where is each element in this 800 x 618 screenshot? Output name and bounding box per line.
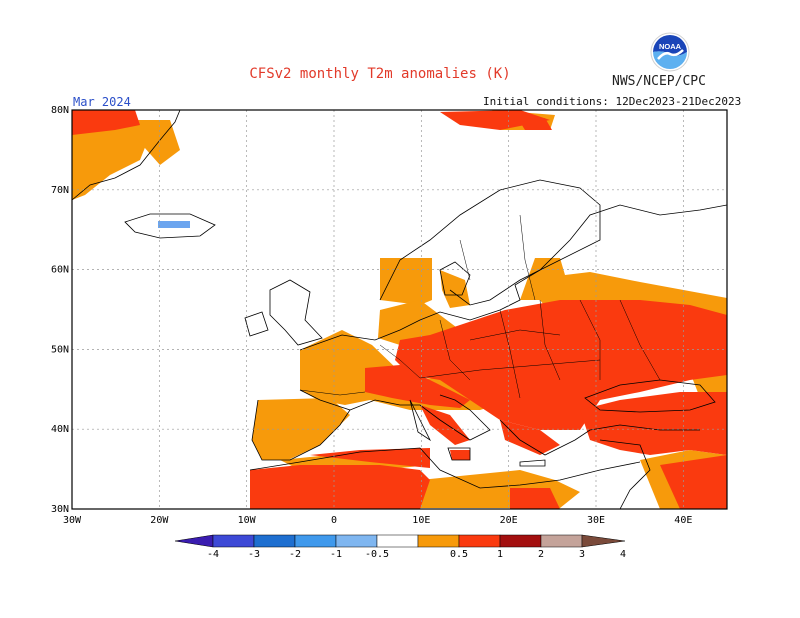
colorbar-label: -4 xyxy=(207,549,219,560)
lat-label: 30N xyxy=(51,504,69,515)
colorbar-box xyxy=(335,534,378,548)
colorbar-box xyxy=(376,534,419,548)
colorbar-box xyxy=(212,534,255,548)
colorbar-high-arrow xyxy=(581,534,626,548)
colorbar-label: 4 xyxy=(620,549,626,560)
valid-month: Mar 2024 xyxy=(73,95,131,109)
lon-label: 30W xyxy=(63,515,82,526)
lon-label: 10E xyxy=(412,515,430,526)
colorbar-label: 3 xyxy=(579,549,585,560)
colorbar-box xyxy=(458,534,501,548)
lon-label: 20W xyxy=(150,515,169,526)
lon-label: 10W xyxy=(238,515,257,526)
colorbar-box xyxy=(294,534,337,548)
lat-label: 80N xyxy=(51,105,69,116)
colorbar-box xyxy=(417,534,460,548)
lat-label: 60N xyxy=(51,265,69,276)
graticule xyxy=(72,110,727,509)
agency-label: NWS/NCEP/CPC xyxy=(612,74,706,89)
colorbar-label: -2 xyxy=(289,549,301,560)
colorbar-box xyxy=(253,534,296,548)
noaa-logo: NOAA xyxy=(650,32,690,72)
coastlines xyxy=(72,110,727,509)
lat-label: 40N xyxy=(51,424,69,435)
lat-label: 50N xyxy=(51,344,69,355)
lon-label: 40E xyxy=(674,515,692,526)
noaa-logo-text: NOAA xyxy=(659,42,682,51)
colorbar-label: -1 xyxy=(330,549,342,560)
colorbar-low-arrow xyxy=(174,534,214,548)
initial-conditions: Initial conditions: 12Dec2023-21Dec2023 xyxy=(483,95,742,108)
map-title: CFSv2 monthly T2m anomalies (K) xyxy=(249,66,511,82)
map-frame xyxy=(71,109,728,510)
colorbar-label: -0.5 xyxy=(365,549,389,560)
colorbar-label: 0.5 xyxy=(450,549,468,560)
anomaly-fields xyxy=(72,110,727,509)
lon-label: 30E xyxy=(587,515,605,526)
anomaly-neg xyxy=(158,221,190,228)
colorbar-label: 2 xyxy=(538,549,544,560)
colorbar-box xyxy=(540,534,583,548)
country-borders xyxy=(299,214,661,399)
lon-labels: 30W 20W 10W 0 10E 20E 30E 40E xyxy=(63,515,692,526)
lon-label: 20E xyxy=(500,515,518,526)
lat-label: 70N xyxy=(51,185,69,196)
lat-labels: 30N 40N 50N 60N 70N 80N xyxy=(51,105,69,515)
lon-label: 0 xyxy=(331,515,337,526)
anomaly-1-2 xyxy=(72,110,727,509)
colorbar-label: -3 xyxy=(248,549,260,560)
colorbar-label: 1 xyxy=(497,549,503,560)
colorbar-box xyxy=(499,534,542,548)
